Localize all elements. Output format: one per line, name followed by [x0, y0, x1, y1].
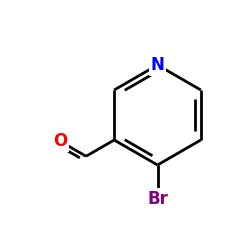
Text: Br: Br	[147, 190, 168, 208]
Text: O: O	[53, 132, 67, 150]
Text: N: N	[150, 56, 164, 74]
